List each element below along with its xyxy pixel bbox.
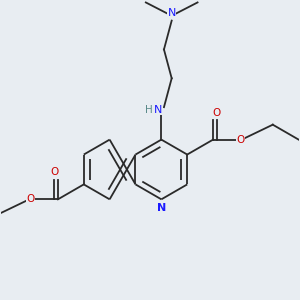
Text: O: O bbox=[213, 108, 221, 118]
Text: O: O bbox=[26, 194, 35, 204]
Text: N: N bbox=[157, 202, 166, 213]
Text: N: N bbox=[154, 105, 162, 115]
Text: O: O bbox=[50, 167, 58, 177]
Text: H: H bbox=[145, 105, 152, 115]
Text: O: O bbox=[236, 135, 244, 145]
Text: N: N bbox=[167, 8, 176, 18]
